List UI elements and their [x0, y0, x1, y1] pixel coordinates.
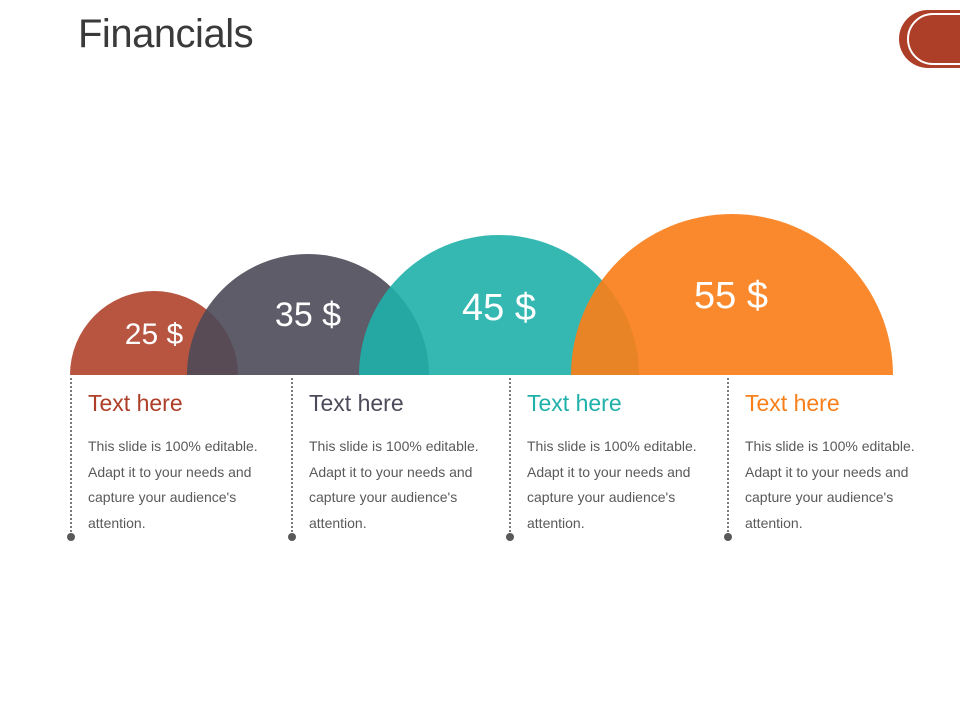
column-body: This slide is 100% editable. Adapt it to…	[527, 438, 697, 531]
column-body: This slide is 100% editable. Adapt it to…	[745, 438, 915, 531]
column-heading: Text here	[309, 390, 404, 416]
connector-dot	[67, 533, 75, 541]
column-heading: Text here	[88, 390, 183, 416]
dotted-connector	[291, 378, 293, 536]
dotted-connector	[727, 378, 729, 536]
column-heading: Text here	[745, 390, 840, 416]
corner-decoration	[899, 10, 960, 68]
connector-dot	[506, 533, 514, 541]
page-title: Financials	[78, 12, 254, 56]
value-label-4: 55 $	[694, 275, 768, 317]
semicircle-3	[359, 235, 639, 375]
column-body: This slide is 100% editable. Adapt it to…	[309, 438, 479, 531]
connector-dot	[724, 533, 732, 541]
dotted-connector	[509, 378, 511, 536]
connector-dot	[288, 533, 296, 541]
value-label-2: 35 $	[275, 296, 341, 334]
value-label-3: 45 $	[462, 287, 536, 329]
column-body: This slide is 100% editable. Adapt it to…	[88, 438, 258, 531]
dotted-connector	[70, 378, 72, 536]
column-heading: Text here	[527, 390, 622, 416]
semicircle-4	[571, 214, 893, 375]
value-label-1: 25 $	[125, 318, 184, 351]
